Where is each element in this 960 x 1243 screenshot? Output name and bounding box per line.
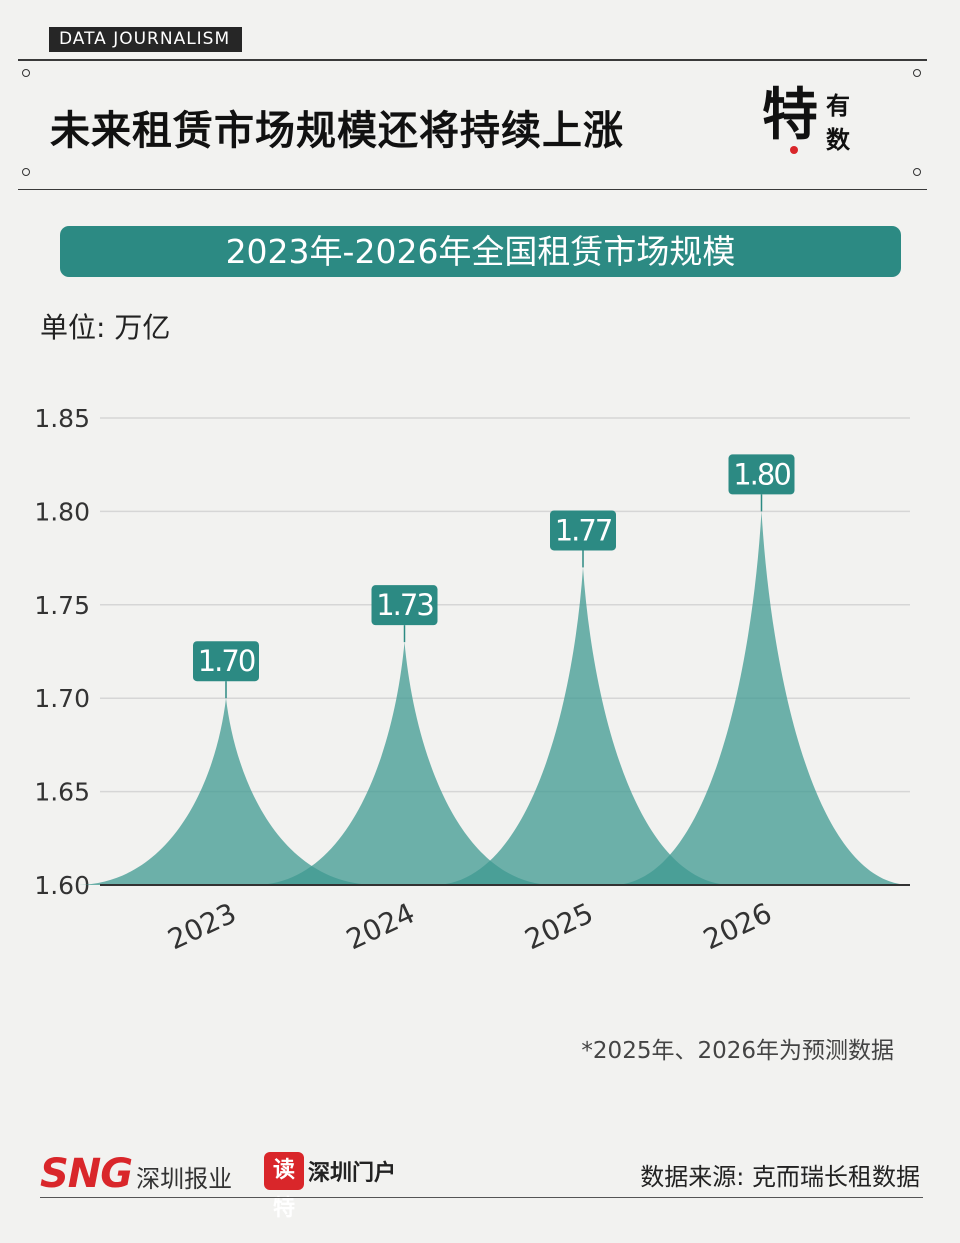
brand-bottom-char: 数 <box>826 126 850 154</box>
corner-dot <box>22 168 30 176</box>
x-tick-label: 2025 <box>520 896 599 956</box>
section-tag: DATA JOURNALISM <box>49 27 243 52</box>
x-tick-label: 2026 <box>698 896 777 956</box>
label-layer: 1.70 1.73 1.77 1.80 <box>193 454 795 699</box>
brand-logo: 特 有 数 <box>762 88 872 164</box>
chart-title-banner: 2023年-2026年全国租赁市场规模 <box>60 226 901 277</box>
y-tick-label: 1.85 <box>34 404 90 433</box>
peak-area <box>435 567 731 885</box>
corner-dot <box>22 69 30 77</box>
dute-logo: 读特 <box>264 1152 304 1221</box>
sng-logo-sub: 深圳报业 <box>136 1165 233 1193</box>
value-label: 1.77 <box>555 513 612 547</box>
peak-area <box>78 698 374 885</box>
value-label: 1.70 <box>198 644 255 678</box>
corner-dot <box>913 168 921 176</box>
sng-logo: SNG 深圳报业 <box>40 1151 233 1197</box>
peak-area <box>256 642 553 885</box>
value-label: 1.80 <box>733 457 790 491</box>
axis-layer: 2023 2024 2025 2026 <box>100 884 910 956</box>
value-label-box <box>193 641 259 682</box>
brand-top-char: 有 <box>826 92 850 120</box>
y-tick-label: 1.75 <box>34 591 90 620</box>
grid-layer: 1.60 1.65 1.70 1.75 1.80 1.85 <box>34 404 910 900</box>
rental-market-chart: 1.601.651.701.751.801.85 2023 2024 2025 202… <box>34 404 910 956</box>
unit-label: 单位: 万亿 <box>40 311 171 344</box>
value-label-box <box>371 585 438 626</box>
peak-layer <box>78 511 910 885</box>
headline: 未来租赁市场规模还将持续上涨 <box>50 108 624 154</box>
brand-red-dot <box>790 146 798 154</box>
top-rule <box>18 59 927 61</box>
y-tick-label: 1.65 <box>34 778 90 807</box>
x-tick-label: 2023 <box>163 896 242 956</box>
peak-area <box>613 511 910 885</box>
portal-logo-text: 深圳门户 <box>308 1161 397 1186</box>
y-tick-label: 1.80 <box>34 497 90 526</box>
x-tick-label: 2024 <box>341 896 420 956</box>
value-label-box <box>728 454 795 495</box>
y-tick-label: 1.60 <box>34 871 90 900</box>
brand-main-char: 特 <box>762 83 818 148</box>
footer-rule <box>40 1197 923 1198</box>
sng-logo-text: SNG <box>40 1151 133 1197</box>
value-label: 1.73 <box>376 588 433 622</box>
data-source: 数据来源: 克而瑞长租数据 <box>640 1163 920 1191</box>
forecast-note: *2025年、2026年为预测数据 <box>581 1038 894 1064</box>
corner-dot <box>913 69 921 77</box>
value-label-box <box>550 510 616 551</box>
y-tick-label: 1.70 <box>34 684 90 713</box>
header-bottom-rule <box>18 189 927 190</box>
